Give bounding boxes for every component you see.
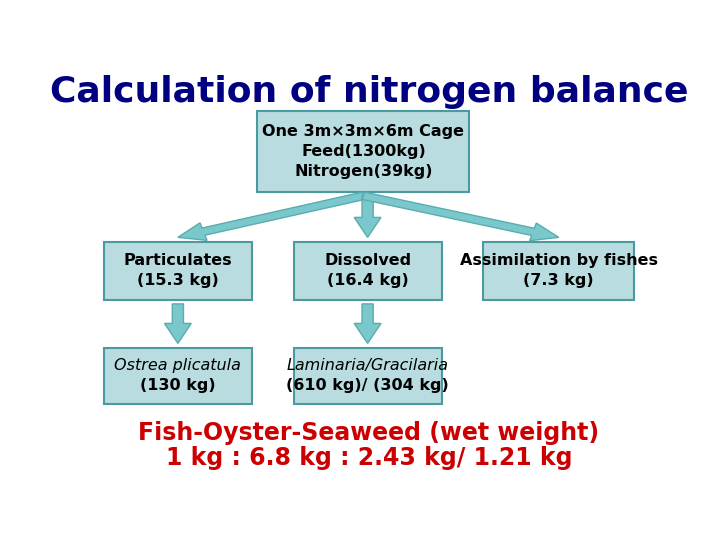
- Polygon shape: [178, 192, 365, 240]
- Text: Fish-Oyster-Seaweed (wet weight): Fish-Oyster-Seaweed (wet weight): [138, 421, 600, 445]
- Text: (16.4 kg): (16.4 kg): [327, 273, 408, 288]
- Text: Dissolved: Dissolved: [324, 253, 411, 268]
- Polygon shape: [164, 304, 192, 343]
- Text: Particulates: Particulates: [124, 253, 232, 268]
- Text: (610 kg)/ (304 kg): (610 kg)/ (304 kg): [287, 378, 449, 393]
- Polygon shape: [354, 304, 381, 343]
- Text: Calculation of nitrogen balance: Calculation of nitrogen balance: [50, 75, 688, 109]
- Polygon shape: [362, 192, 559, 241]
- Bar: [258, 111, 469, 192]
- Text: Assimilation by fishes: Assimilation by fishes: [460, 253, 658, 268]
- Bar: [294, 348, 441, 404]
- Text: One 3m×3m×6m Cage: One 3m×3m×6m Cage: [262, 124, 464, 139]
- Text: (130 kg): (130 kg): [140, 378, 216, 393]
- Text: Ostrea plicatula: Ostrea plicatula: [114, 358, 241, 373]
- Text: Nitrogen(39kg): Nitrogen(39kg): [294, 164, 433, 179]
- Text: Feed(1300kg): Feed(1300kg): [301, 144, 426, 159]
- Text: 1 kg : 6.8 kg : 2.43 kg/ 1.21 kg: 1 kg : 6.8 kg : 2.43 kg/ 1.21 kg: [166, 446, 572, 470]
- Bar: [104, 348, 252, 404]
- Bar: [483, 241, 634, 300]
- Text: (15.3 kg): (15.3 kg): [137, 273, 219, 288]
- Text: (7.3 kg): (7.3 kg): [523, 273, 594, 288]
- Bar: [294, 241, 441, 300]
- Bar: [104, 241, 252, 300]
- Polygon shape: [354, 196, 381, 238]
- Text: Laminaria/Gracilaria: Laminaria/Gracilaria: [287, 358, 449, 373]
